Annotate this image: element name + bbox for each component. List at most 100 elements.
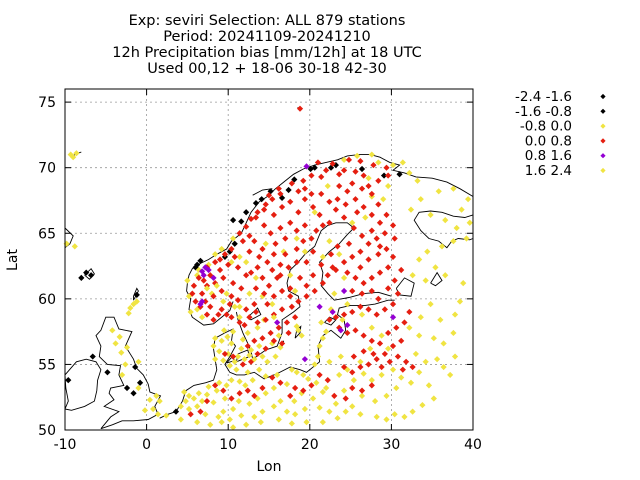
data-point: [270, 384, 277, 392]
data-point: [329, 264, 336, 271]
data-point: [352, 168, 359, 175]
y-tick-label: 70: [38, 161, 56, 177]
data-point: [272, 353, 279, 360]
data-point: [274, 274, 281, 281]
data-point: [357, 358, 364, 365]
data-point: [256, 253, 263, 260]
data-point: [398, 374, 405, 381]
data-point: [298, 332, 305, 339]
data-point: [422, 358, 429, 365]
data-point: [332, 314, 340, 321]
data-point: [319, 388, 326, 396]
coastline-path: [413, 210, 474, 249]
data-point: [326, 198, 333, 205]
data-point: [309, 248, 317, 255]
data-point: [340, 156, 348, 163]
data-point: [368, 324, 375, 331]
data-point: [185, 392, 193, 399]
data-point: [340, 214, 348, 221]
data-point: [326, 219, 333, 226]
data-point: [295, 209, 302, 216]
data-point: [406, 308, 413, 316]
data-point: [360, 172, 367, 179]
data-point: [401, 319, 408, 326]
data-point: [358, 232, 366, 239]
data-point: [195, 390, 202, 397]
data-point: [385, 329, 392, 337]
data-point: [460, 280, 467, 287]
data-point: [226, 300, 233, 308]
data-point: [342, 395, 349, 402]
data-point: [301, 222, 309, 229]
data-point: [238, 345, 245, 352]
data-point: [275, 332, 282, 339]
data-point: [288, 366, 295, 373]
data-point: [288, 303, 295, 310]
data-point: [261, 290, 268, 297]
data-point: [316, 211, 323, 219]
data-point: [235, 398, 242, 405]
data-point: [200, 272, 207, 279]
data-point: [239, 361, 246, 368]
data-point: [154, 411, 162, 418]
data-point: [288, 420, 295, 427]
data-point: [104, 369, 111, 376]
data-point: [254, 264, 261, 271]
data-point: [311, 287, 318, 295]
legend-label: 0.8 1.6: [525, 148, 572, 164]
data-point: [336, 182, 343, 190]
data-point: [192, 298, 199, 305]
data-point: [262, 240, 269, 247]
legend-marker: [600, 93, 606, 100]
data-point: [197, 257, 204, 264]
data-point: [360, 370, 367, 377]
data-point: [378, 332, 385, 339]
data-point: [371, 398, 379, 405]
data-point: [337, 353, 344, 360]
data-point: [409, 408, 416, 415]
data-point: [334, 415, 341, 422]
data-point: [336, 171, 343, 178]
data-point: [238, 412, 245, 419]
data-point: [229, 328, 237, 335]
data-point: [275, 416, 282, 423]
data-point: [349, 308, 356, 316]
data-point: [207, 303, 214, 310]
data-point: [269, 266, 276, 274]
data-point: [259, 408, 266, 415]
data-point: [376, 243, 384, 250]
data-point: [220, 274, 227, 281]
data-point: [391, 277, 398, 284]
data-point: [417, 314, 424, 321]
data-point: [257, 419, 264, 426]
data-point: [277, 398, 284, 405]
data-point: [236, 303, 243, 310]
data-point: [326, 358, 333, 365]
data-point: [238, 285, 245, 292]
data-point: [311, 209, 318, 216]
data-point: [234, 353, 242, 360]
data-point: [344, 300, 351, 308]
data-point: [447, 371, 454, 379]
data-point: [116, 333, 123, 340]
data-point: [277, 224, 284, 232]
data-point: [425, 382, 433, 389]
data-point: [243, 421, 250, 428]
data-point: [213, 387, 220, 394]
data-point: [389, 314, 397, 321]
coastline-path: [84, 267, 95, 280]
data-point: [187, 411, 194, 418]
data-point: [202, 298, 209, 305]
data-point: [362, 214, 369, 221]
data-point: [300, 387, 307, 394]
data-point: [228, 340, 235, 347]
data-point: [216, 379, 223, 386]
data-point: [456, 298, 464, 305]
data-point: [352, 196, 359, 203]
data-point: [435, 188, 442, 195]
data-point: [122, 361, 129, 368]
data-point: [218, 306, 225, 313]
data-point: [326, 316, 333, 323]
data-point: [112, 340, 119, 347]
data-point: [368, 287, 375, 295]
